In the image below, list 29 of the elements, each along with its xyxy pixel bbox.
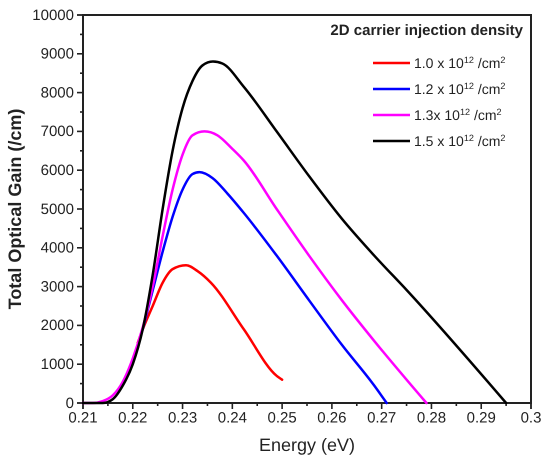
line-series (136, 264, 284, 381)
y-tick-label: 3000 (40, 278, 74, 296)
legend-label: 1.2 x 10$^{12}$ /cm$^{2}$ (414, 81, 506, 97)
x-axis-title: Energy (eV) (258, 435, 356, 455)
y-tick-label: 10000 (32, 6, 74, 24)
y-tick-label: 2000 (40, 317, 74, 334)
x-tick-label: 0.28 (416, 410, 446, 427)
y-tick-label: 1000 (40, 356, 74, 373)
legend-label: 1.0 x 10$^{12}$ /cm$^{2}$ (414, 55, 506, 71)
legend-label: 1.3x 10$^{12}$ /cm$^{2}$ (414, 107, 502, 123)
x-tick-label: 0.3 (520, 410, 542, 427)
y-axis-title: Total Optical Gain (/cm) (5, 108, 25, 310)
x-tick-label: 0.26 (317, 410, 346, 427)
x-tick-label: 0.29 (466, 410, 496, 427)
x-tick-label: 0.22 (118, 410, 148, 427)
x-tick-label: 0.23 (168, 410, 198, 427)
x-tick-label: 0.24 (218, 410, 247, 427)
x-tick-label: 0.21 (68, 410, 98, 427)
x-tick-label: 0.25 (268, 410, 297, 427)
legend-title: 2D carrier injection density (330, 22, 524, 39)
y-tick-label: 6000 (40, 162, 74, 179)
x-tick-label: 0.27 (367, 410, 396, 427)
y-tick-label: 4000 (40, 240, 74, 257)
legend-label: 1.5 x 10$^{12}$ /cm$^{2}$ (414, 133, 506, 149)
y-tick-label: 9000 (40, 46, 74, 63)
y-tick-label: 0 (66, 394, 74, 412)
y-tick-label: 7000 (40, 123, 74, 140)
y-tick-label: 5000 (40, 200, 74, 218)
y-tick-label: 8000 (40, 84, 74, 102)
